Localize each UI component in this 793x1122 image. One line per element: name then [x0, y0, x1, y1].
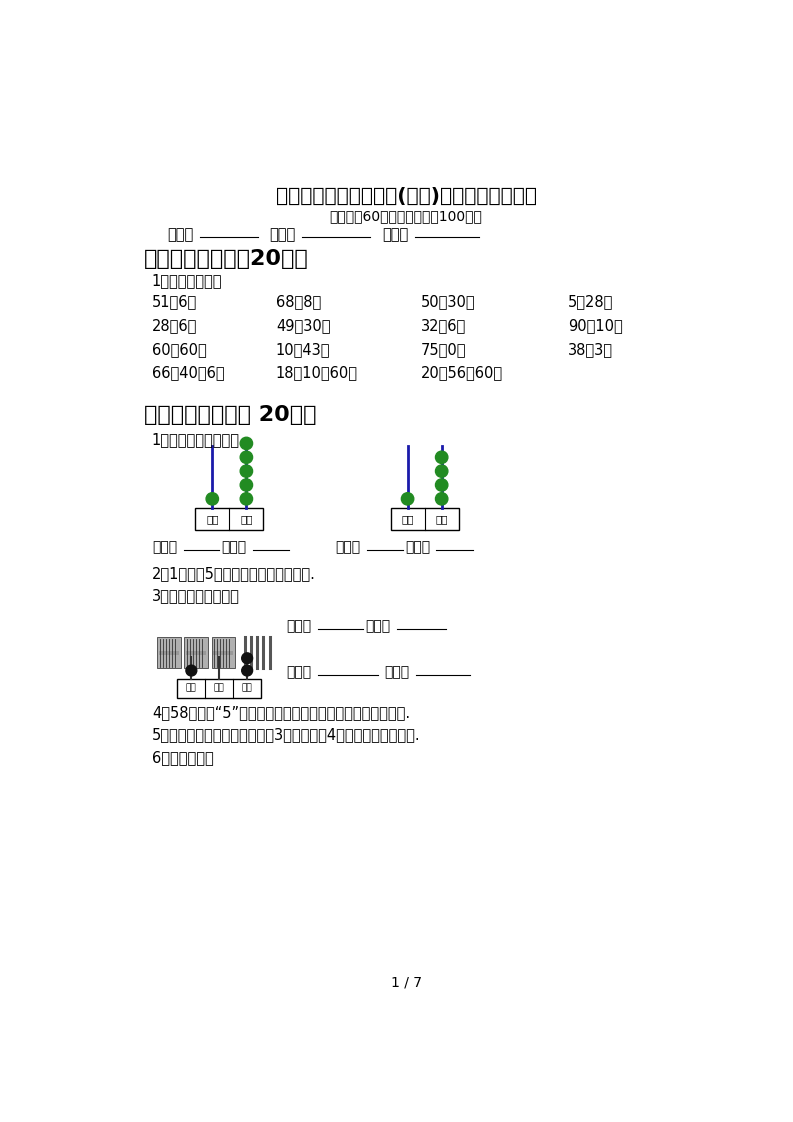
Bar [185, 637, 208, 669]
Text: 6、看图写数。: 6、看图写数。 [151, 749, 213, 765]
Text: 读作：: 读作： [405, 541, 431, 554]
Text: 28＋6＝: 28＋6＝ [151, 318, 197, 333]
Text: 二、填空题。（共 20分）: 二、填空题。（共 20分） [144, 405, 316, 425]
Text: 十位: 十位 [401, 514, 414, 524]
Text: 写作：: 写作： [385, 665, 409, 679]
Circle shape [435, 479, 448, 491]
Text: 2、1个十和5个一合起来是（　　　）.: 2、1个十和5个一合起来是（ ）. [151, 565, 316, 581]
Text: 66－40－6＝: 66－40－6＝ [151, 366, 224, 380]
Circle shape [240, 479, 253, 491]
Text: 读作：: 读作： [287, 665, 312, 679]
Bar [390, 508, 458, 530]
Text: 4、58里面的“5”在（　　）位上，表示（　　）个（　　）.: 4、58里面的“5”在（ ）位上，表示（ ）个（ ）. [151, 706, 410, 720]
Text: 49－30＝: 49－30＝ [276, 318, 331, 333]
Text: 一、计算小能手（20分）: 一、计算小能手（20分） [144, 249, 308, 268]
Bar [195, 508, 263, 530]
Text: 68－8＝: 68－8＝ [276, 294, 321, 309]
Text: 姓名：: 姓名： [270, 227, 296, 242]
Text: 十位: 十位 [206, 514, 219, 524]
Bar [178, 679, 261, 698]
Text: 读作：: 读作： [287, 619, 312, 633]
Circle shape [242, 665, 253, 675]
Text: 38－3＝: 38－3＝ [568, 342, 613, 357]
Text: 分数：: 分数： [382, 227, 408, 242]
Text: 18－10＋60＝: 18－10＋60＝ [276, 366, 358, 380]
Circle shape [435, 465, 448, 477]
Text: 1、看谁算的对。: 1、看谁算的对。 [151, 274, 222, 288]
Text: 班级：: 班级： [167, 227, 193, 242]
Circle shape [435, 493, 448, 505]
Bar [213, 651, 233, 655]
Text: 个位: 个位 [435, 514, 448, 524]
Circle shape [401, 493, 414, 505]
Text: 最新苏教版一年级数学(下册)期末试卷及答案一: 最新苏教版一年级数学(下册)期末试卷及答案一 [275, 187, 537, 206]
Text: 3、我会读，我会写。: 3、我会读，我会写。 [151, 588, 239, 604]
Text: 十位: 十位 [214, 683, 224, 692]
Circle shape [435, 451, 448, 463]
Circle shape [186, 665, 197, 675]
Circle shape [240, 451, 253, 463]
Text: 写作：: 写作： [151, 541, 177, 554]
Text: 75－0＝: 75－0＝ [421, 342, 466, 357]
Text: 5、一个数，从右边起第一位是3，第二位是4，这个数是（　　）.: 5、一个数，从右边起第一位是3，第二位是4，这个数是（ ）. [151, 727, 420, 743]
Text: 50＋30＝: 50＋30＝ [421, 294, 475, 309]
Circle shape [242, 653, 253, 663]
Text: 32－6＝: 32－6＝ [421, 318, 466, 333]
Text: （时间：60分钟　　分数：100分）: （时间：60分钟 分数：100分） [330, 210, 482, 223]
Text: 1、写一写，读一读。: 1、写一写，读一读。 [151, 433, 239, 448]
Circle shape [240, 493, 253, 505]
Circle shape [206, 493, 219, 505]
Text: 写作：: 写作： [365, 619, 390, 633]
Text: 51－6＝: 51－6＝ [151, 294, 197, 309]
Text: 个位: 个位 [242, 683, 252, 692]
Text: 10＋43＝: 10＋43＝ [276, 342, 331, 357]
Bar [212, 637, 235, 669]
Circle shape [240, 438, 253, 450]
Bar [157, 637, 181, 669]
Bar [186, 651, 206, 655]
Text: 60－60＝: 60－60＝ [151, 342, 206, 357]
Text: 百位: 百位 [186, 683, 197, 692]
Text: 5＋28＝: 5＋28＝ [568, 294, 613, 309]
Text: 90＋10＝: 90＋10＝ [568, 318, 623, 333]
Text: 个位: 个位 [240, 514, 253, 524]
Text: 20＋56－60＝: 20＋56－60＝ [421, 366, 503, 380]
Text: 写作：: 写作： [335, 541, 361, 554]
Bar [159, 651, 179, 655]
Text: 读作：: 读作： [221, 541, 247, 554]
Text: 1 / 7: 1 / 7 [390, 975, 422, 990]
Circle shape [240, 465, 253, 477]
